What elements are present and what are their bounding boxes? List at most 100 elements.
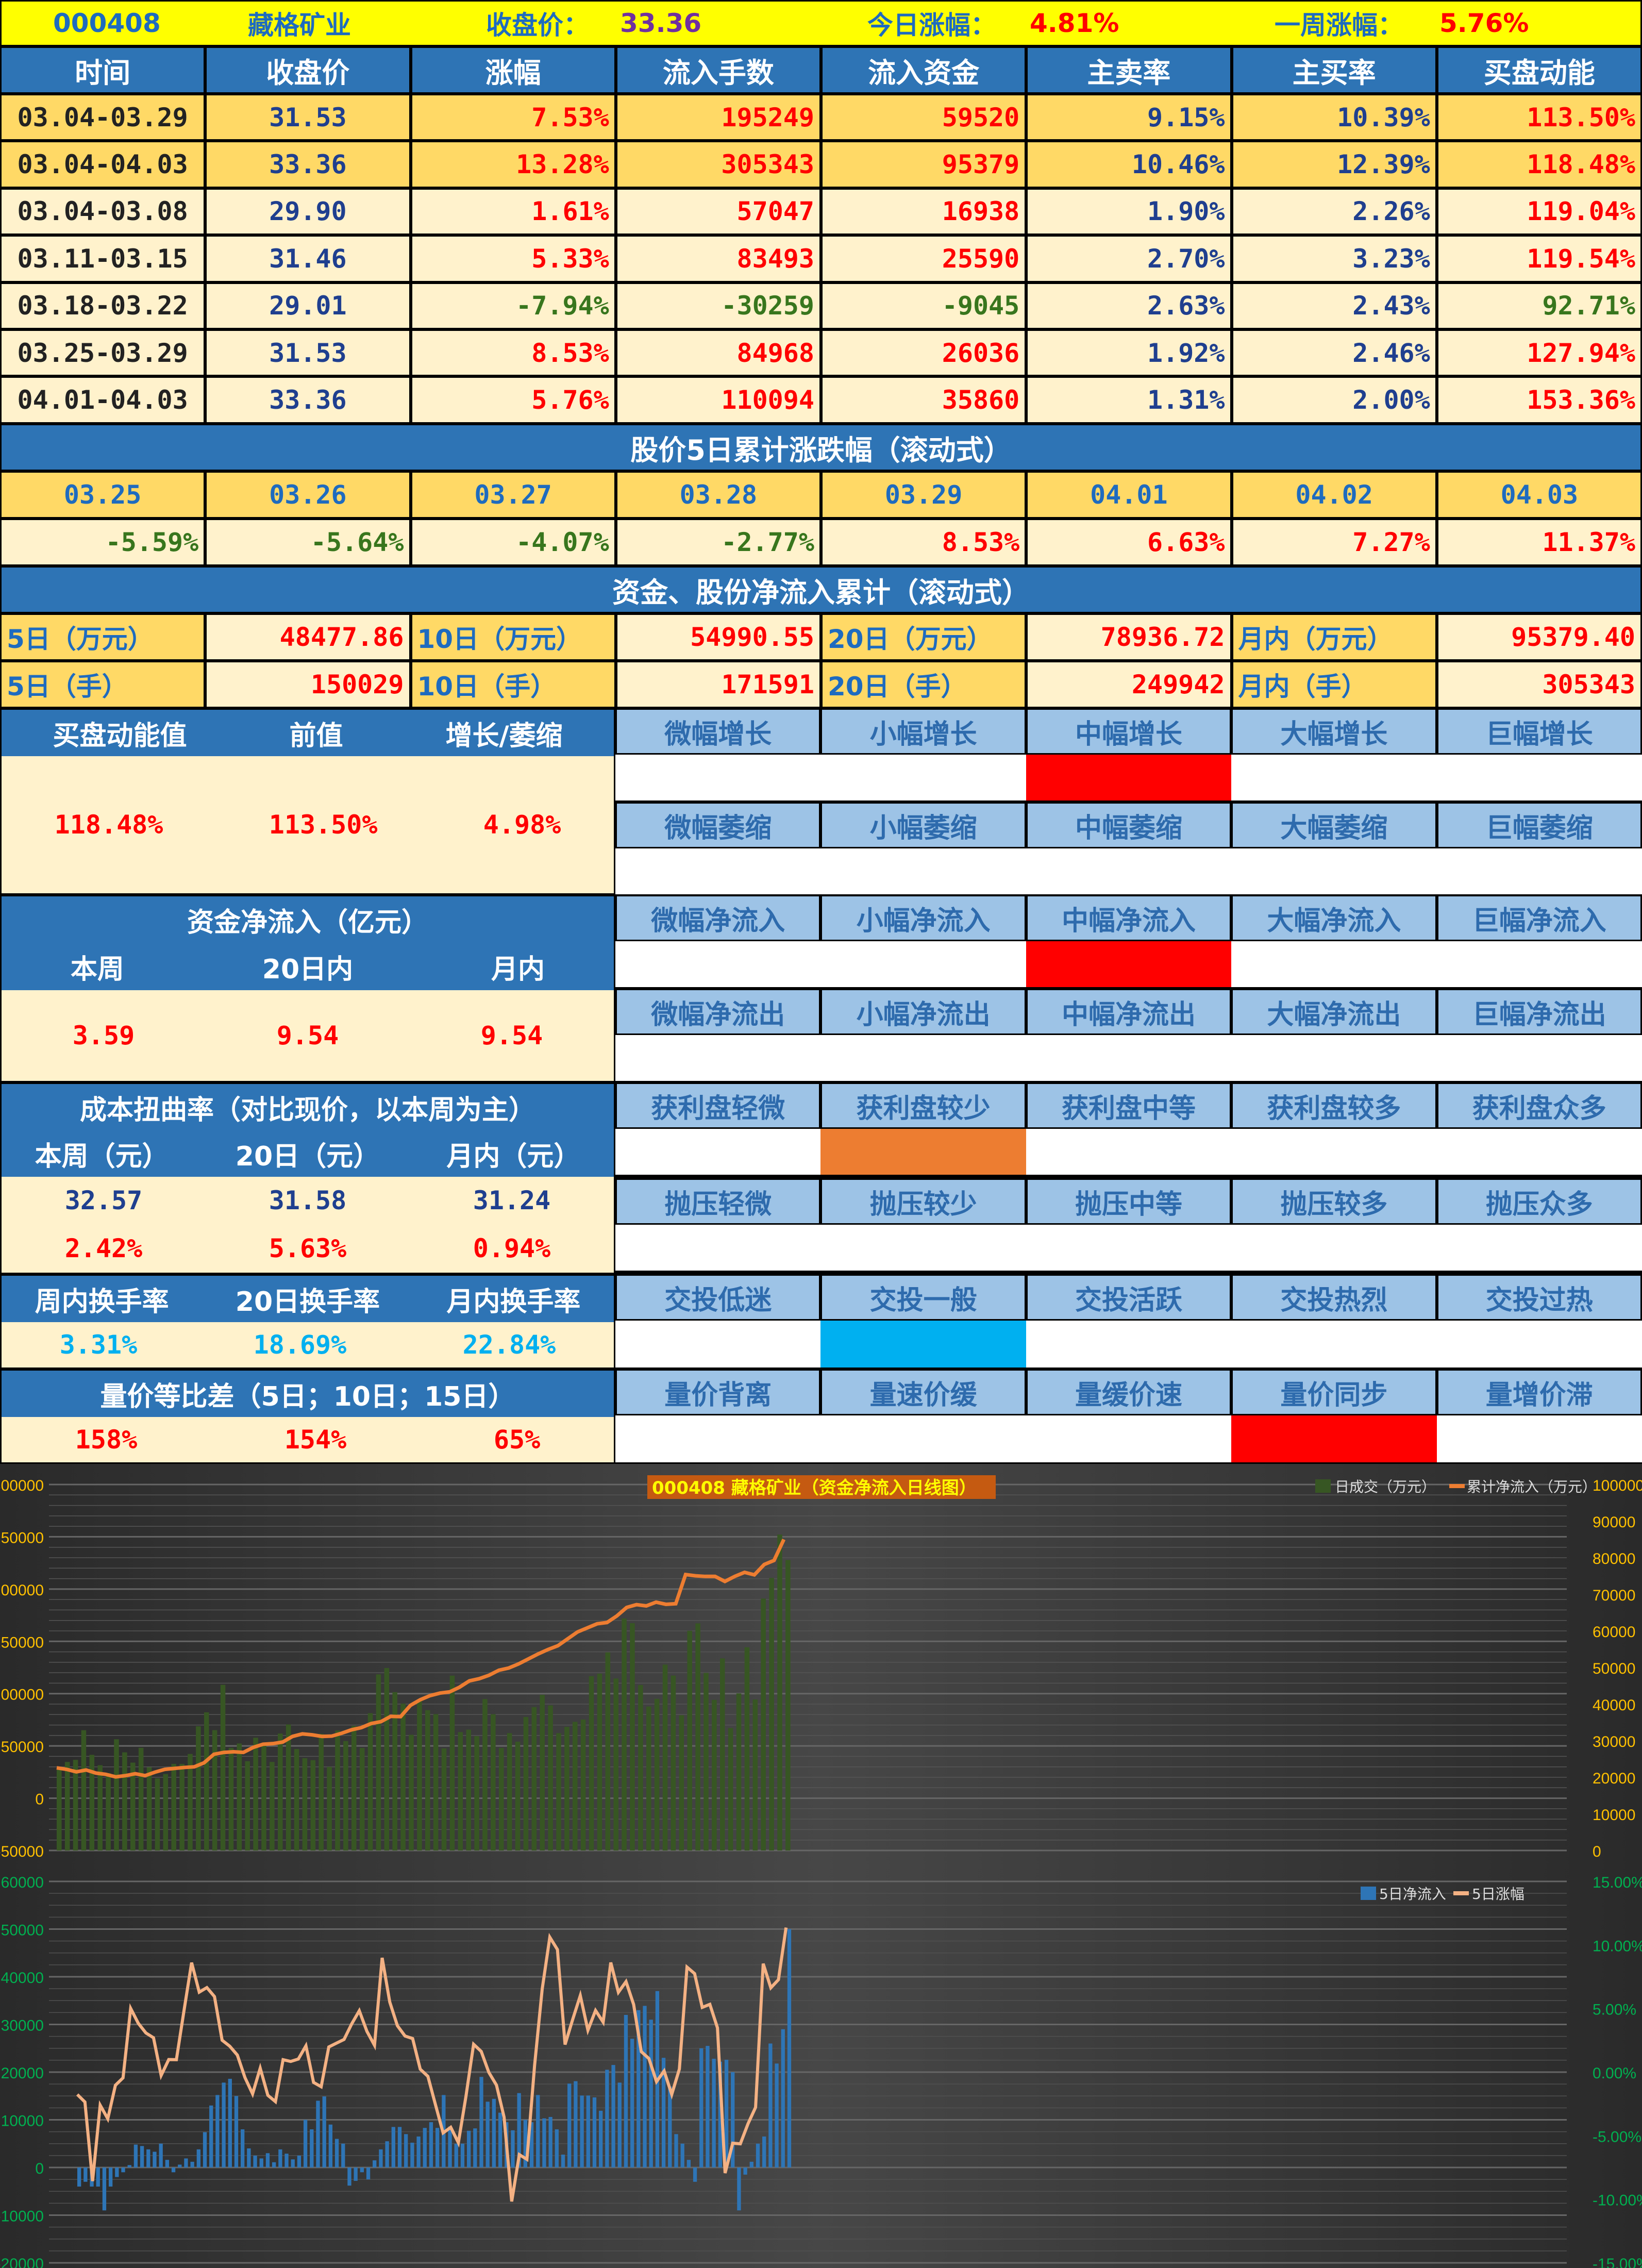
indicator-active-cell xyxy=(1026,755,1232,802)
indicator-cell xyxy=(1231,1035,1437,1082)
cell-inflow-funds: 59520 xyxy=(821,94,1027,141)
indicator-label: 微幅增长 xyxy=(615,708,821,755)
svg-text:20000: 20000 xyxy=(1593,1770,1635,1787)
cell-momentum: 92.71% xyxy=(1436,282,1642,329)
indicator-label: 获利盘轻微 xyxy=(615,1082,821,1129)
rolling5-values: -5.59% -5.64% -4.07% -2.77% 8.53% 6.63% 7.27% 1… xyxy=(0,519,1642,566)
indicator-label: 微幅萎缩 xyxy=(615,802,821,848)
indicator-label: 抛压较多 xyxy=(1231,1178,1437,1225)
col-header-inflow-funds: 流入资金 xyxy=(821,46,1027,94)
indicator-label: 交投低迷 xyxy=(615,1274,821,1321)
table-row: 03.04-04.03 33.36 13.28% 305343 95379 10.46% 1… xyxy=(0,141,1642,188)
netflow-value: 78936.72 xyxy=(1026,613,1232,661)
svg-text:150000: 150000 xyxy=(0,1634,44,1651)
indicator-cell xyxy=(1026,1035,1232,1082)
netflow-value: 48477.86 xyxy=(205,613,411,661)
indicator-label: 小幅净流出 xyxy=(820,989,1026,1035)
cell-close: 31.53 xyxy=(205,94,411,141)
indicator-cell xyxy=(820,941,1026,989)
indicator-label: 交投热烈 xyxy=(1231,1274,1437,1321)
cell-inflow-lots: -30259 xyxy=(615,282,821,329)
svg-text:-5.00%: -5.00% xyxy=(1593,2128,1641,2145)
indicator-cell xyxy=(820,1035,1026,1082)
indicator-label: 获利盘较少 xyxy=(820,1082,1026,1129)
fund-month-value: 9.54 xyxy=(480,1021,543,1050)
svg-text:100000: 100000 xyxy=(0,1687,44,1704)
cell-change: 1.61% xyxy=(410,188,616,236)
growth-header: 增长/萎缩 xyxy=(445,720,563,752)
indicator-label: 大幅增长 xyxy=(1231,708,1437,755)
vp-title: 量价等比差（5日；10日；15日） xyxy=(100,1381,515,1412)
main-table-header: 时间 收盘价 涨幅 流入手数 流入资金 主卖率 主买率 买盘动能 xyxy=(0,46,1642,94)
cell-inflow-funds: 95379 xyxy=(821,141,1027,188)
indicator-label: 获利盘众多 xyxy=(1436,1082,1642,1129)
indicator-label: 巨幅净流入 xyxy=(1436,895,1642,941)
5day-flow-chart-svg: 60000 50000 40000 30000 20000 10000 0 -10000 -20… xyxy=(0,1874,1642,2268)
vp-10d-value: 154% xyxy=(284,1425,347,1455)
cell-inflow-lots: 84968 xyxy=(615,329,821,377)
indicator-label: 获利盘中等 xyxy=(1026,1082,1232,1129)
close-label: 收盘价： xyxy=(486,10,589,40)
indicator-label: 量缓价速 xyxy=(1026,1369,1232,1415)
indicator-cell xyxy=(1436,848,1642,896)
indicator-label: 小幅萎缩 xyxy=(820,802,1026,848)
indicator-active-cell xyxy=(820,1129,1026,1176)
indicator-label: 小幅增长 xyxy=(820,708,1026,755)
svg-text:-10.00%: -10.00% xyxy=(1593,2192,1642,2209)
cell-sell-rate: 1.92% xyxy=(1026,329,1232,377)
indicator-cell xyxy=(1026,1225,1232,1272)
indicator-cell xyxy=(820,1225,1026,1272)
cell-close: 29.90 xyxy=(205,188,411,236)
netflow-title-row: 资金、股份净流入累计（滚动式） xyxy=(0,566,1642,613)
cell-inflow-lots: 83493 xyxy=(615,235,821,282)
cell-time: 03.04-03.29 xyxy=(0,94,206,141)
indicator-cell xyxy=(1026,1321,1232,1369)
indicator-cell xyxy=(615,1225,821,1272)
rolling5-dates: 03.25 03.26 03.27 03.28 03.29 04.01 04.02 04.03 xyxy=(0,471,1642,519)
stock-name: 藏格矿业 xyxy=(248,10,351,40)
indicator-label: 量价背离 xyxy=(615,1369,821,1415)
col-header-buy-rate: 主买率 xyxy=(1231,46,1437,94)
rolling5-date: 04.01 xyxy=(1026,471,1232,519)
cost-week-header: 本周（元） xyxy=(35,1141,169,1172)
indicator-labels-outflow: 微幅净流出 小幅净流出 中幅净流出 大幅净流出 巨幅净流出 xyxy=(615,989,1642,1035)
indicator-label: 巨幅萎缩 xyxy=(1436,802,1642,848)
cell-inflow-funds: -9045 xyxy=(821,282,1027,329)
netflow-label: 10日（手） xyxy=(410,661,616,708)
cell-inflow-funds: 35860 xyxy=(821,376,1027,424)
indicator-label: 量价同步 xyxy=(1231,1369,1437,1415)
cell-change: -7.94% xyxy=(410,282,616,329)
cell-change: 5.33% xyxy=(410,235,616,282)
indicator-cell xyxy=(820,848,1026,896)
indicator-label: 抛压中等 xyxy=(1026,1178,1232,1225)
indicator-labels-trade: 交投低迷 交投一般 交投活跃 交投热烈 交投过热 xyxy=(615,1274,1642,1321)
indicator-label: 中幅增长 xyxy=(1026,708,1232,755)
cost-month-rate: 0.94% xyxy=(473,1233,551,1263)
svg-text:5.00%: 5.00% xyxy=(1593,2002,1636,2019)
indicator-cell xyxy=(1436,1415,1642,1464)
chart-5day-flow: 60000 50000 40000 30000 20000 10000 0 -10000 -20… xyxy=(0,1871,1642,2268)
vp-15d-value: 65% xyxy=(493,1425,541,1455)
fund-week-value: 3.59 xyxy=(72,1021,135,1050)
netflow-title: 资金、股份净流入累计（滚动式） xyxy=(0,566,1642,613)
cell-buy-rate: 3.23% xyxy=(1231,235,1437,282)
cell-time: 03.18-03.22 xyxy=(0,282,206,329)
indicator-cell xyxy=(1436,1035,1642,1082)
indicator-labels-vp: 量价背离 量速价缓 量缓价速 量价同步 量增价滞 xyxy=(615,1369,1642,1415)
rolling5-value: 8.53% xyxy=(821,519,1027,566)
indicator-cell xyxy=(1436,941,1642,989)
table-row: 03.18-03.22 29.01 -7.94% -30259 -9045 2.63% 2.… xyxy=(0,282,1642,329)
rolling5-value: 11.37% xyxy=(1436,519,1642,566)
netflow-label: 5日（手） xyxy=(0,661,206,708)
rolling5-date: 03.26 xyxy=(205,471,411,519)
indicator-label: 中幅净流入 xyxy=(1026,895,1232,941)
indicator-label: 抛压轻微 xyxy=(615,1178,821,1225)
cell-inflow-funds: 16938 xyxy=(821,188,1027,236)
fund-month-header: 月内 xyxy=(491,954,545,985)
cost-title: 成本扭曲率（对比现价，以本周为主） xyxy=(79,1094,535,1126)
indicator-cell xyxy=(615,1321,821,1369)
fund-panel: 资金净流入（亿元） 本周 20日内 月内 3.59 9.54 9.54 xyxy=(0,895,615,1082)
indicator-cell xyxy=(1026,848,1232,896)
svg-text:5日净流入: 5日净流入 xyxy=(1379,1886,1446,1903)
netflow-label: 20日（万元） xyxy=(821,613,1027,661)
